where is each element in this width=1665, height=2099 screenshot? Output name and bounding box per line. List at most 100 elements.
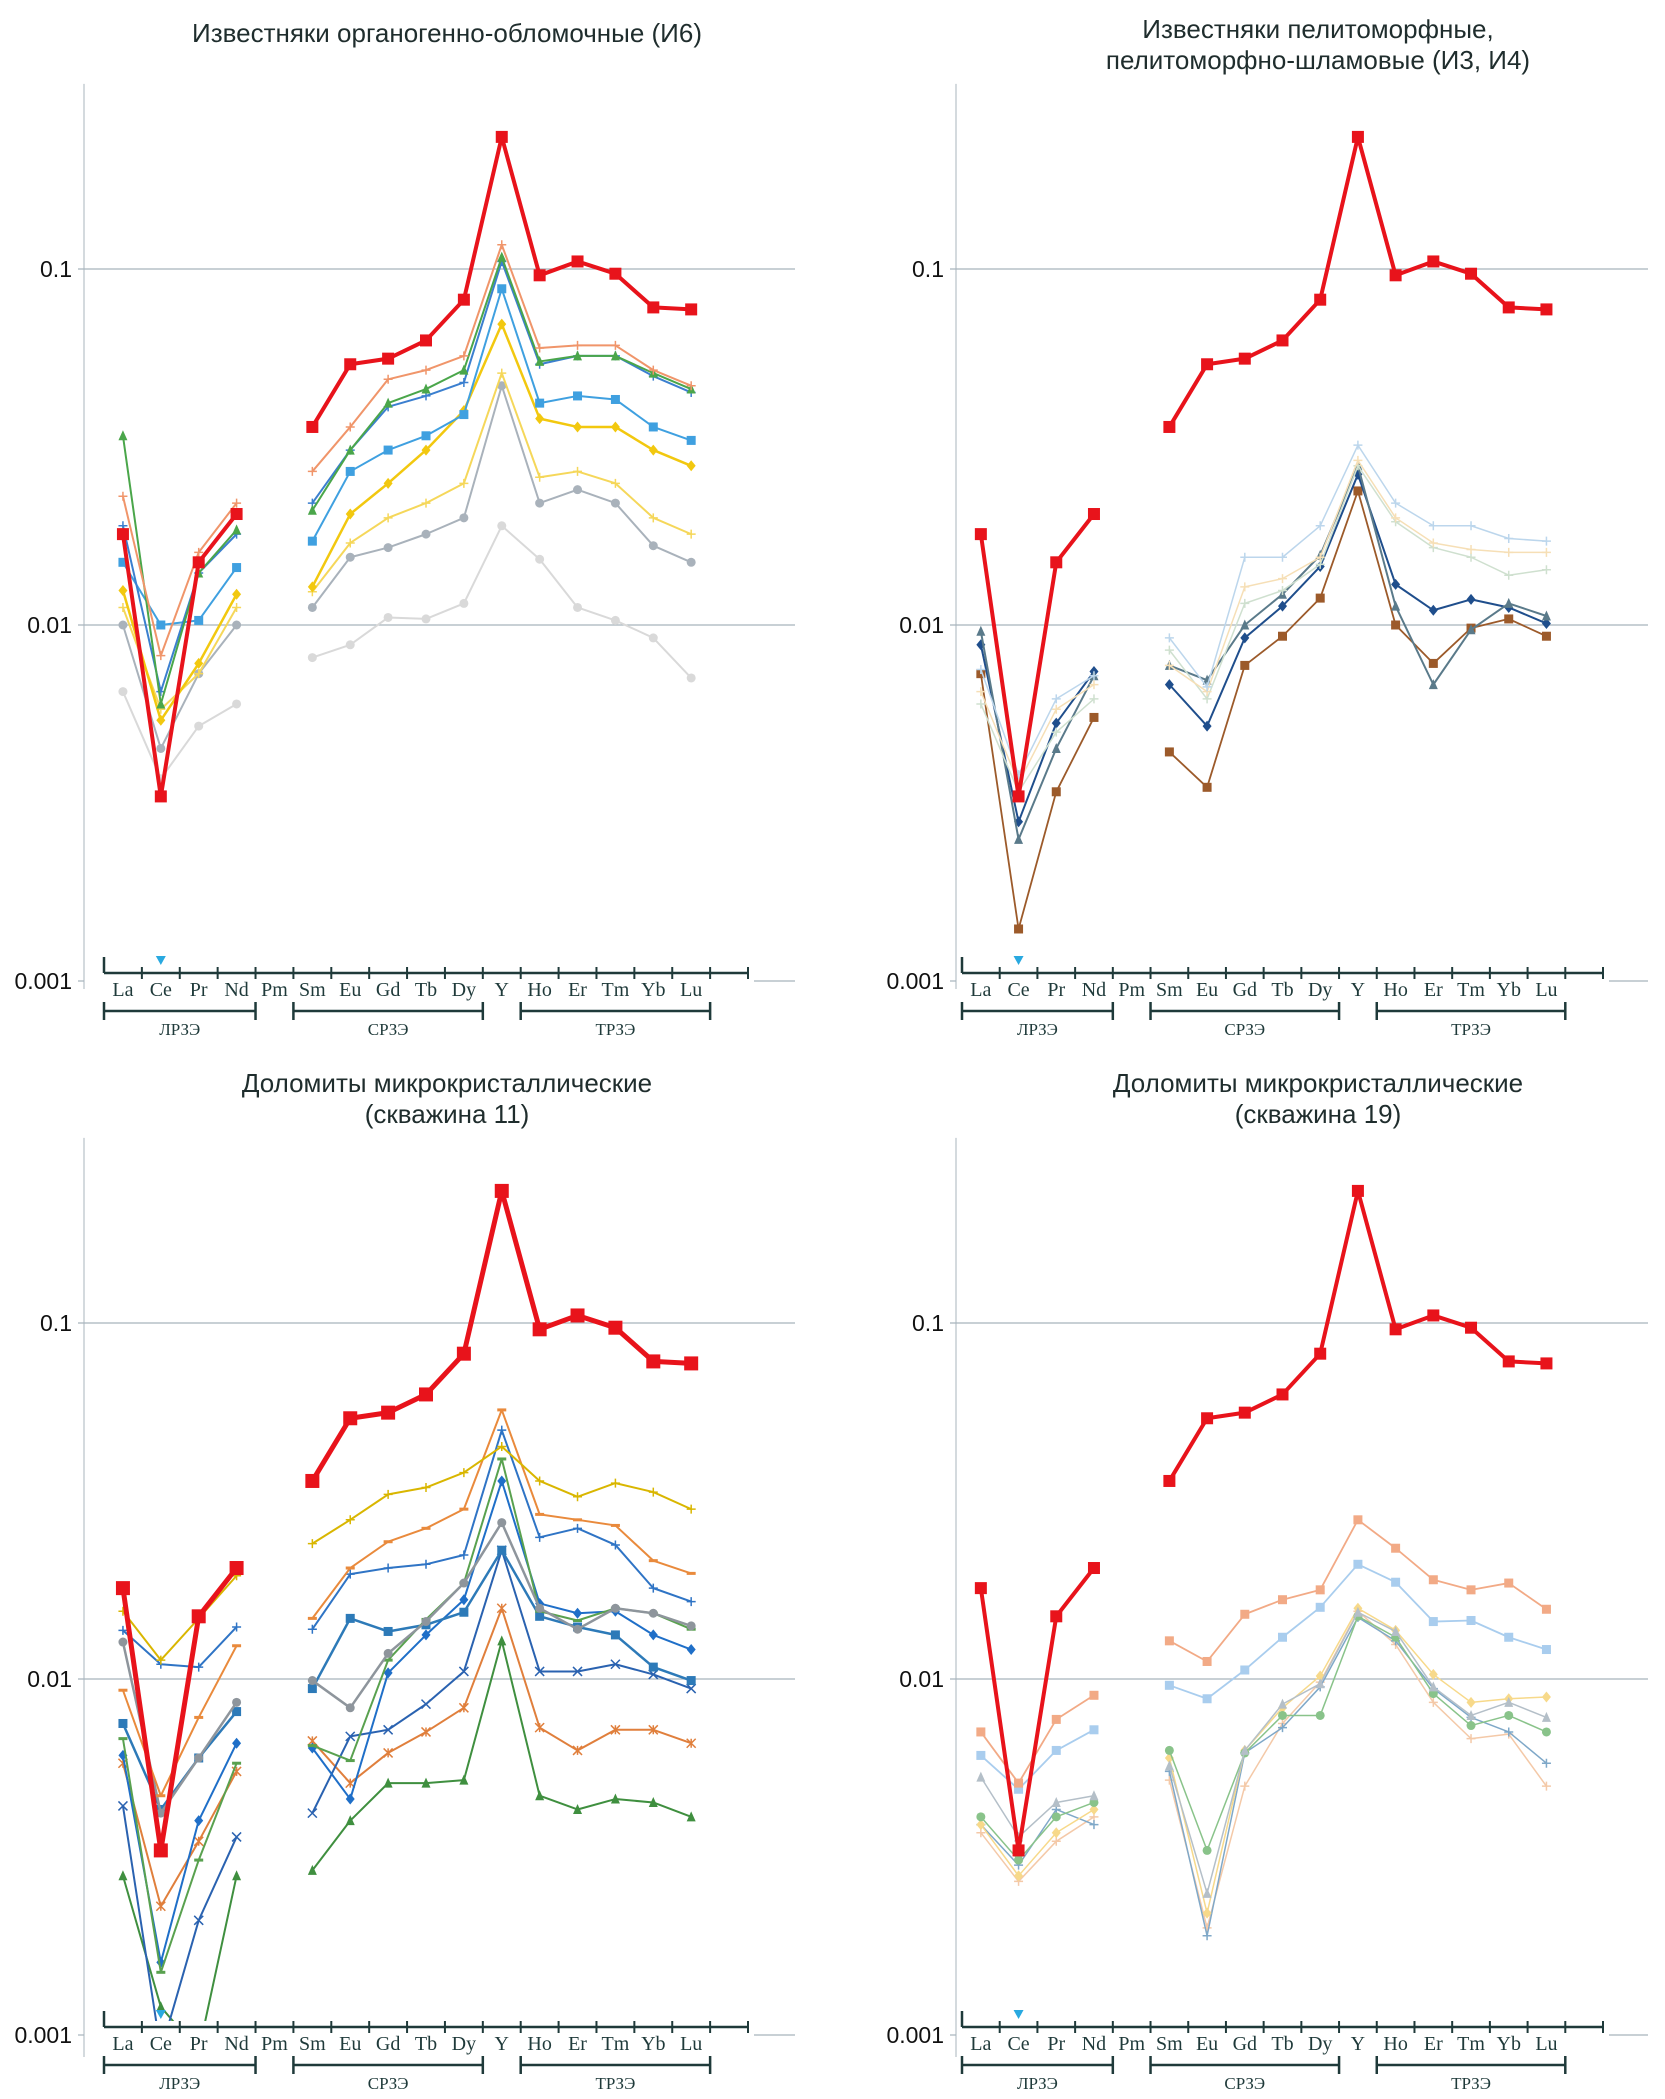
series-line xyxy=(311,1639,692,1871)
data-point xyxy=(1315,1602,1325,1612)
data-point xyxy=(421,431,431,441)
data-point xyxy=(118,491,128,501)
series-s6 xyxy=(976,486,1551,934)
data-point xyxy=(1240,552,1250,562)
data-point xyxy=(1278,586,1287,595)
data-point xyxy=(573,1523,583,1533)
data-point xyxy=(345,1759,355,1763)
data-point xyxy=(1315,1678,1325,1689)
data-point xyxy=(1050,556,1063,569)
data-point xyxy=(610,1793,620,1804)
ce-anomaly-marker-icon xyxy=(155,956,166,965)
data-point xyxy=(1353,486,1363,496)
data-point xyxy=(383,477,393,489)
data-point xyxy=(383,1777,393,1788)
data-point xyxy=(156,651,166,661)
data-point xyxy=(307,536,317,546)
data-point xyxy=(573,1492,583,1502)
x-tick-label: La xyxy=(970,2033,991,2055)
data-point xyxy=(1391,600,1401,611)
data-point xyxy=(976,1771,986,1782)
series-s2 xyxy=(976,455,1551,788)
data-point xyxy=(610,1478,620,1488)
data-point xyxy=(1087,1562,1100,1575)
data-point xyxy=(229,1561,244,1576)
x-tick-label: Er xyxy=(568,2033,587,2055)
data-point xyxy=(459,1607,469,1617)
series-line xyxy=(1168,1611,1547,1895)
x-tick-label: Nd xyxy=(224,979,248,1001)
data-point xyxy=(1315,1710,1325,1720)
data-point xyxy=(570,1308,585,1323)
data-point xyxy=(1541,1604,1551,1614)
data-point xyxy=(1504,1578,1514,1588)
data-point xyxy=(1164,1745,1174,1755)
data-point xyxy=(1014,1784,1024,1794)
x-tick-label: Dy xyxy=(1308,979,1332,1001)
x-tick-label: Nd xyxy=(1082,2033,1106,2055)
data-point xyxy=(1240,582,1250,592)
data-point xyxy=(1014,833,1024,844)
data-point xyxy=(230,508,243,521)
data-point xyxy=(1541,1758,1551,1768)
data-point xyxy=(608,1320,623,1335)
data-point xyxy=(345,1613,355,1623)
data-point xyxy=(1428,1575,1438,1585)
data-point xyxy=(573,1624,583,1634)
data-point xyxy=(194,1662,204,1672)
data-point xyxy=(345,422,355,432)
series-line xyxy=(980,1776,1095,1838)
data-point xyxy=(1051,704,1061,714)
data-point xyxy=(345,552,355,562)
data-point xyxy=(648,1796,658,1807)
data-point xyxy=(421,1559,431,1569)
data-point xyxy=(307,602,317,612)
group-bracket: ТРЗЭ xyxy=(1375,1002,1567,1039)
data-point xyxy=(1428,658,1438,668)
data-point xyxy=(974,1582,987,1595)
series-line xyxy=(311,1408,692,1619)
y-tick-label: 0.01 xyxy=(27,1666,72,1692)
data-point xyxy=(381,1405,396,1420)
data-point xyxy=(420,1699,432,1710)
group-label: ТРЗЭ xyxy=(1451,2074,1491,2093)
x-tick-label: Pm xyxy=(261,2033,288,2055)
data-point xyxy=(686,1644,696,1656)
x-tick-label: La xyxy=(112,979,133,1001)
data-point xyxy=(1466,1615,1476,1625)
x-tick-label: Gd xyxy=(376,979,400,1001)
data-point xyxy=(1164,1636,1174,1646)
series-line xyxy=(311,384,692,609)
series-layer xyxy=(974,1184,1553,1941)
data-point xyxy=(1428,1681,1438,1692)
data-point xyxy=(1089,1820,1099,1830)
data-point xyxy=(1428,679,1438,690)
data-point xyxy=(1391,620,1401,630)
group-bracket: ЛРЗЭ xyxy=(102,1002,257,1039)
group-label: СРЗЭ xyxy=(1224,1020,1265,1039)
data-point xyxy=(648,1608,658,1618)
data-point xyxy=(459,513,469,523)
element-axis: La Ce Pr Nd Pm Sm Eu Gd Tb Dy Y Ho Er Tm Yb Lu ЛРЗЭ СРЗЭ Т… xyxy=(102,2010,749,2093)
series-line xyxy=(121,525,238,693)
series-line xyxy=(980,1808,1095,1877)
group-bracket: ТРЗЭ xyxy=(519,2056,712,2093)
series-s8 xyxy=(118,521,696,784)
data-point xyxy=(383,1658,393,1662)
data-point xyxy=(156,1655,166,1665)
data-point xyxy=(1504,570,1514,580)
data-point xyxy=(648,422,658,432)
data-point xyxy=(192,556,205,569)
series-line xyxy=(980,1816,1095,1883)
series-line xyxy=(980,1808,1095,1866)
series-line xyxy=(122,1575,238,1662)
data-point xyxy=(535,398,545,408)
data-point xyxy=(232,1644,242,1648)
data-point xyxy=(1502,301,1515,314)
data-point xyxy=(156,1970,166,1974)
data-point xyxy=(345,1515,355,1525)
x-tick-label: Gd xyxy=(1233,2033,1257,2055)
data-point xyxy=(1315,1585,1325,1595)
chart-title: Известняки органогенно-обломочные (И6) xyxy=(192,18,702,48)
data-point xyxy=(497,1408,507,1412)
